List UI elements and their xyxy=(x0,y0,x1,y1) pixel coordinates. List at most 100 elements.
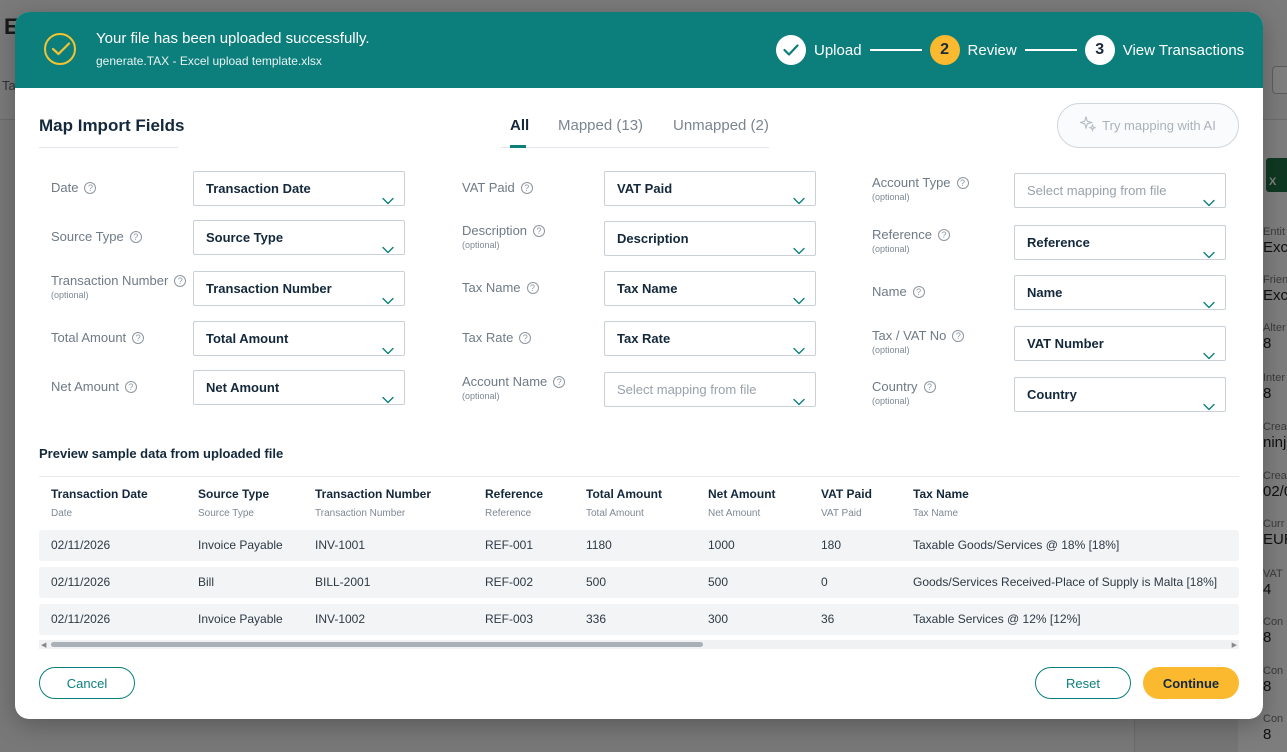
field-tax-rate: Tax Rate? Tax Rate xyxy=(462,321,832,356)
column-header-source: Transaction Number xyxy=(315,508,406,519)
mapping-select-account-name[interactable]: Select mapping from file xyxy=(604,372,816,407)
help-icon[interactable]: ? xyxy=(519,332,532,344)
field-date: Date? Transaction Date xyxy=(51,171,421,206)
title-divider xyxy=(39,147,178,148)
mapping-select-reference[interactable]: Reference xyxy=(1014,225,1226,260)
column-header-source: Reference xyxy=(485,508,532,519)
field-reference: Reference? (optional) Reference xyxy=(872,225,1242,260)
chevron-down-icon xyxy=(1203,390,1215,423)
column-header-source: Tax Name xyxy=(913,508,959,519)
step-review-label: Review xyxy=(967,41,1017,59)
table-cell: Invoice Payable xyxy=(198,538,283,552)
field-account-type: Account Type? (optional) Select mapping fr… xyxy=(872,173,1242,208)
step-review-number: 2 xyxy=(929,35,960,65)
field-label: Source Type? xyxy=(51,229,142,244)
mapping-select-transaction-number[interactable]: Transaction Number xyxy=(193,271,405,306)
tab-unmapped[interactable]: Unmapped (2) xyxy=(673,117,769,134)
chevron-down-icon xyxy=(382,334,394,367)
help-icon[interactable]: ? xyxy=(952,330,965,342)
table-cell: 02/11/2026 xyxy=(51,612,111,626)
help-icon[interactable]: ? xyxy=(956,177,969,189)
reset-button[interactable]: Reset xyxy=(1035,667,1131,699)
mapping-select-description[interactable]: Description xyxy=(604,221,816,256)
help-icon[interactable]: ? xyxy=(533,225,546,237)
help-icon[interactable]: ? xyxy=(129,231,142,243)
column-header-title: Total Amount xyxy=(586,487,662,501)
help-icon[interactable]: ? xyxy=(912,286,925,298)
mapping-filter-tabs: All Mapped (13) Unmapped (2) xyxy=(501,112,769,148)
mapping-select-account-type[interactable]: Select mapping from file xyxy=(1014,173,1226,208)
step-view-transactions-label: View Transactions xyxy=(1122,41,1245,59)
uploaded-file-name: generate.TAX - Excel upload template.xls… xyxy=(96,54,322,68)
mapping-select-tax-vat-no[interactable]: VAT Number xyxy=(1014,326,1226,361)
help-icon[interactable]: ? xyxy=(132,332,145,344)
field-label: Account Name? xyxy=(462,374,566,389)
chevron-down-icon xyxy=(1203,288,1215,321)
mapping-select-net-amount[interactable]: Net Amount xyxy=(193,370,405,405)
field-label: VAT Paid? xyxy=(462,180,533,195)
column-header-source: Total Amount xyxy=(586,508,644,519)
column-header-source: Source Type xyxy=(198,508,254,519)
field-label: Tax / VAT No? xyxy=(872,328,965,343)
scroll-left-arrow-icon[interactable]: ◀ xyxy=(41,642,47,649)
column-header: VAT Paid VAT Paid xyxy=(821,487,872,519)
field-label: Tax Name? xyxy=(462,280,539,295)
try-mapping-with-ai-button[interactable]: Try mapping with AI xyxy=(1057,103,1239,148)
mapping-select-name[interactable]: Name xyxy=(1014,275,1226,310)
column-header: Net Amount Net Amount xyxy=(708,487,776,519)
column-header: Reference Reference xyxy=(485,487,543,519)
table-cell: REF-002 xyxy=(485,575,534,589)
table-cell: 336 xyxy=(586,612,607,626)
help-icon[interactable]: ? xyxy=(937,229,950,241)
column-header-title: Net Amount xyxy=(708,487,776,501)
help-icon[interactable]: ? xyxy=(526,282,539,294)
chevron-down-icon xyxy=(382,383,394,416)
table-cell: 1000 xyxy=(708,538,735,552)
horizontal-scrollbar[interactable]: ◀ ▶ xyxy=(39,640,1239,649)
step-upload-check-icon xyxy=(776,35,806,65)
mapping-select-country[interactable]: Country xyxy=(1014,377,1226,412)
mapping-select-tax-name[interactable]: Tax Name xyxy=(604,271,816,306)
optional-hint: (optional) xyxy=(872,345,910,355)
column-header: Transaction Number Transaction Number xyxy=(315,487,431,519)
optional-hint: (optional) xyxy=(872,192,910,202)
mapping-select-vat-paid[interactable]: VAT Paid xyxy=(604,171,816,206)
field-description: Description? (optional) Description xyxy=(462,221,832,256)
table-cell: Taxable Services @ 12% [12%] xyxy=(913,612,1081,626)
continue-button[interactable]: Continue xyxy=(1143,667,1239,699)
table-cell: 500 xyxy=(586,575,607,589)
tab-mapped[interactable]: Mapped (13) xyxy=(558,117,644,134)
help-icon[interactable]: ? xyxy=(84,182,97,194)
field-label: Description? xyxy=(462,223,546,238)
active-tab-indicator xyxy=(510,145,526,148)
mapping-select-total-amount[interactable]: Total Amount xyxy=(193,321,405,356)
step-connector xyxy=(1024,49,1077,51)
help-icon[interactable]: ? xyxy=(174,275,187,287)
help-icon[interactable]: ? xyxy=(520,182,533,194)
scroll-right-arrow-icon[interactable]: ▶ xyxy=(1231,642,1237,649)
optional-hint: (optional) xyxy=(51,290,89,300)
scrollbar-thumb[interactable] xyxy=(51,642,703,647)
table-row: 02/11/2026 Bill BILL-2001 REF-002 500 500 0 Goo… xyxy=(39,567,1239,598)
column-header-title: VAT Paid xyxy=(821,487,872,501)
step-view-transactions-number: 3 xyxy=(1084,35,1115,65)
chevron-down-icon xyxy=(793,284,805,317)
field-country: Country? (optional) Country xyxy=(872,377,1242,412)
table-cell: 02/11/2026 xyxy=(51,575,111,589)
field-source-type: Source Type? Source Type xyxy=(51,220,421,255)
mapping-select-source-type[interactable]: Source Type xyxy=(193,220,405,255)
help-icon[interactable]: ? xyxy=(923,381,936,393)
help-icon[interactable]: ? xyxy=(553,376,566,388)
tab-all[interactable]: All xyxy=(510,117,530,134)
cancel-button[interactable]: Cancel xyxy=(39,667,135,699)
table-cell: 500 xyxy=(708,575,729,589)
mapping-select-tax-rate[interactable]: Tax Rate xyxy=(604,321,816,356)
help-icon[interactable]: ? xyxy=(124,381,137,393)
field-name: Name? Name xyxy=(872,275,1242,310)
chevron-down-icon xyxy=(382,284,394,317)
table-cell: Bill xyxy=(198,575,215,589)
field-tax-vat-no: Tax / VAT No? (optional) VAT Number xyxy=(872,326,1242,361)
field-label: Transaction Number? xyxy=(51,273,187,288)
mapping-select-date[interactable]: Transaction Date xyxy=(193,171,405,206)
step-connector xyxy=(869,49,922,51)
